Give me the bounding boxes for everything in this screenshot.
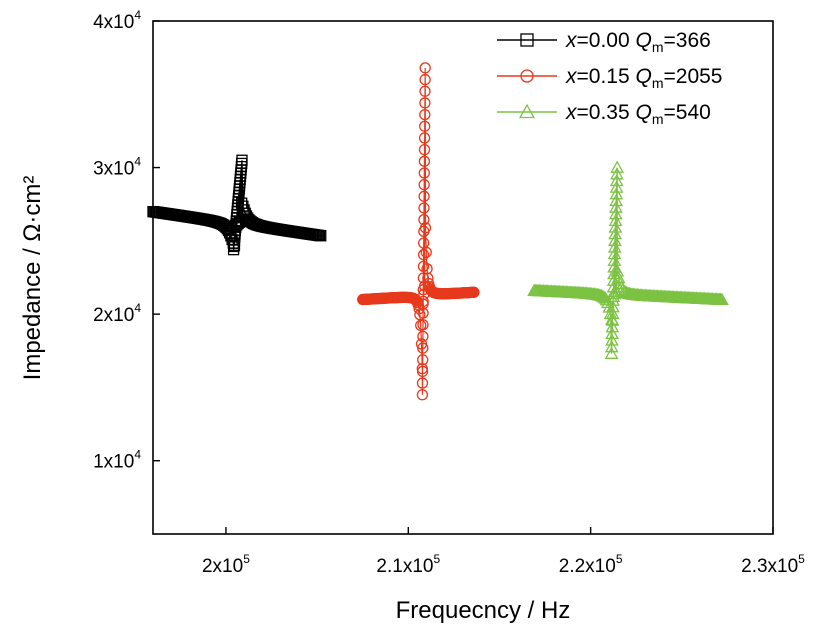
y-axis-title: Impedance / Ω·cm²: [19, 176, 46, 381]
data-point-1-98: [418, 155, 431, 167]
y-tick-label-2: 3x104: [93, 155, 141, 180]
data-point-1-94: [418, 202, 430, 214]
series-layer: [147, 62, 729, 401]
data-point-2-82: [608, 207, 623, 220]
legend-entry-2: x=0.35 Qm=540: [497, 101, 711, 127]
y-axis-ticks: 1x104 2x104 3x104 4x104: [93, 8, 160, 473]
data-point-1-104: [419, 97, 431, 109]
data-point-2-84: [609, 200, 623, 213]
data-point-2-65: [605, 306, 620, 320]
data-point-1-106: [419, 73, 431, 86]
data-point-1-169: [468, 286, 480, 298]
series-2: [527, 160, 729, 359]
x-tick-label-0: 2x105: [202, 552, 250, 577]
data-point-2-61: [605, 333, 619, 346]
data-point-1-85: [417, 295, 429, 308]
data-point-1-105: [419, 85, 431, 97]
data-point-1-79: [417, 354, 429, 366]
x-tick-label-1: 2.1x105: [376, 552, 440, 577]
data-point-0-169: [315, 230, 327, 242]
data-point-2-55: [601, 295, 615, 309]
x-axis-ticks: 2x105 2.1x105 2.2x105 2.3x105: [202, 527, 805, 577]
data-point-2-90: [610, 160, 625, 173]
data-point-2-75: [607, 246, 622, 260]
data-point-2-80: [608, 220, 623, 233]
data-point-1-107: [419, 62, 431, 74]
data-point-2-58: [604, 346, 619, 359]
data-point-2-78: [608, 233, 622, 246]
data-point-1-100: [418, 132, 431, 144]
data-point-2-92: [611, 270, 626, 284]
legend-entry-1: x=0.15 Qm=2055: [497, 65, 722, 91]
legend-entry-0: x=0.00 Qm=366: [497, 29, 711, 55]
data-point-2-86: [609, 187, 624, 200]
data-point-1-95: [418, 190, 430, 202]
data-point-2-59: [604, 339, 619, 353]
legend: x=0.00 Qm=366 x=0.15 Qm=2055 x=0.35 Qm=540: [497, 29, 722, 127]
data-point-1-80: [417, 342, 429, 354]
data-point-1-99: [418, 143, 431, 156]
series-1: [357, 62, 480, 401]
data-point-1-76: [416, 389, 429, 401]
data-point-2-71: [606, 273, 621, 286]
data-point-2-66: [606, 300, 620, 313]
plot-frame: [152, 20, 774, 535]
y-tick-label-3: 4x104: [93, 8, 141, 33]
data-point-1-108: [419, 222, 432, 234]
legend-marker-0: [520, 33, 534, 47]
data-point-2-88: [609, 173, 624, 187]
legend-marker-1: [520, 69, 534, 83]
data-point-2-89: [610, 167, 624, 180]
data-point-2-87: [609, 180, 624, 193]
data-point-1-89: [417, 249, 430, 261]
data-point-1-103: [419, 108, 431, 121]
legend-label-1: x=0.15 Qm=2055: [565, 65, 722, 91]
data-point-1-109: [420, 246, 432, 258]
data-point-1-81: [417, 330, 429, 343]
legend-label-2: x=0.35 Qm=540: [565, 101, 711, 127]
data-point-2-63: [605, 320, 620, 333]
data-point-1-78: [416, 365, 429, 378]
data-point-2-74: [607, 253, 622, 266]
data-point-2-85: [609, 193, 624, 207]
data-point-2-77: [607, 240, 622, 253]
data-point-2-169: [715, 292, 729, 305]
plot-area: [152, 20, 774, 535]
legend-marker-2: [518, 103, 536, 119]
data-point-1-82: [417, 319, 429, 331]
data-point-2-72: [607, 266, 621, 280]
data-point-1-102: [419, 120, 431, 132]
data-point-1-111: [422, 272, 434, 284]
legend-label-0: x=0.00 Qm=366: [565, 29, 711, 55]
series-0: [147, 154, 327, 256]
data-point-1-77: [416, 377, 429, 389]
data-point-2-64: [605, 313, 620, 326]
data-point-0-72: [228, 239, 241, 251]
data-point-1-97: [418, 167, 430, 179]
x-tick-label-2: 2.2x105: [559, 552, 623, 577]
data-point-2-67: [606, 293, 621, 306]
data-point-2-62: [605, 326, 620, 340]
data-point-2-81: [608, 213, 623, 227]
data-point-1-93: [418, 214, 430, 226]
data-point-1-96: [418, 178, 430, 191]
y-tick-label-1: 2x104: [93, 301, 141, 326]
x-tick-label-3: 2.3x105: [741, 552, 805, 577]
data-point-0-103: [236, 154, 248, 166]
data-point-1-84: [417, 307, 429, 319]
y-tick-label-0: 1x104: [93, 448, 141, 473]
x-axis-title: Frequecncy / Hz: [396, 597, 571, 624]
data-point-2-79: [608, 226, 623, 240]
series-line-2: [534, 167, 722, 354]
